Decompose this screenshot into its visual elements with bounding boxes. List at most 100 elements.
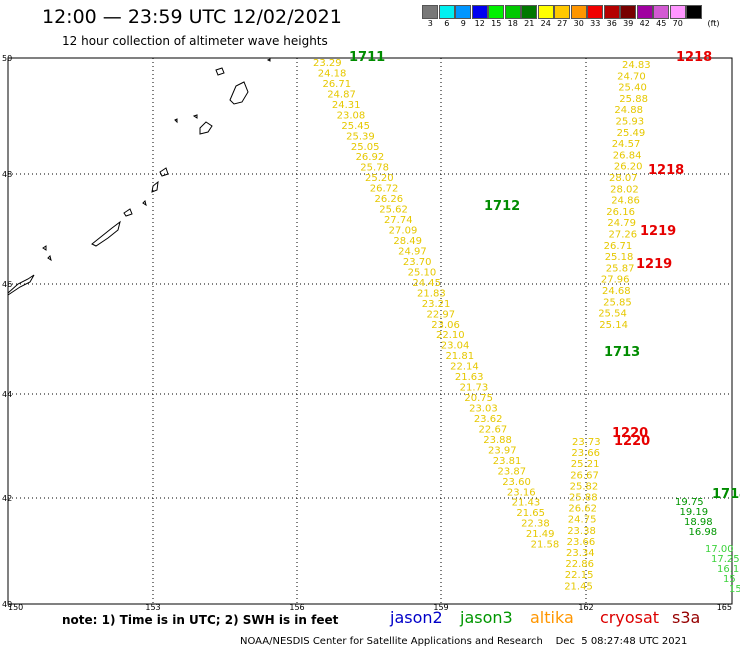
- lat-tick-label: 46: [2, 280, 12, 289]
- legend-label: 3: [427, 19, 433, 28]
- swh-value: 23.88: [483, 435, 512, 446]
- swh-value: 24.86: [611, 196, 640, 207]
- legend-swatch: [488, 5, 504, 19]
- swh-value: 21.45: [564, 581, 593, 592]
- swh-value: 24.83: [622, 60, 651, 71]
- island-shape: [192, 114, 198, 119]
- lat-tick-label: 44: [2, 390, 12, 399]
- pass-label: 1220: [612, 426, 648, 441]
- island-shape: [229, 81, 249, 105]
- legend-swatch: [554, 5, 570, 19]
- swh-value: 23.62: [474, 414, 503, 425]
- swh-value: 25.88: [569, 493, 598, 504]
- legend-swatch: [521, 5, 537, 19]
- swh-value: 23.16: [507, 487, 536, 498]
- swh-value: 22.38: [521, 519, 550, 530]
- color-legend: 3 6 9 12 15 18 21 24 27 30 33 36 39 42 45 70 (ft): [422, 5, 725, 28]
- legend-swatch: [438, 5, 455, 19]
- legend-label: 27: [557, 19, 568, 28]
- swh-value: 26.67: [570, 470, 599, 481]
- island-shape: [199, 121, 213, 135]
- map-frame: [7, 57, 733, 605]
- island-shape: [174, 118, 178, 124]
- swh-value: 23.06: [431, 320, 460, 331]
- swh-value: 23.87: [497, 466, 526, 477]
- swh-value: 25.78: [360, 163, 389, 174]
- sat-altika: altika: [530, 608, 574, 627]
- lon-tick-label: 156: [289, 603, 304, 612]
- swh-value: 25.18: [605, 252, 634, 263]
- pass-label: 1712: [484, 199, 520, 214]
- swh-value: 23.70: [403, 257, 432, 268]
- swh-value: 28.07: [609, 173, 638, 184]
- swh-value: 21.73: [460, 383, 489, 394]
- legend-label: 33: [590, 19, 601, 28]
- swh-value: 21.83: [417, 288, 446, 299]
- swh-value: 26.26: [374, 194, 403, 205]
- legend-swatch: [620, 5, 636, 19]
- coastline: [7, 58, 271, 296]
- lon-tick-label: 165: [717, 603, 732, 612]
- legend-swatch: [686, 5, 702, 19]
- legend-label: 18: [507, 19, 518, 28]
- swh-value: 27.74: [384, 215, 413, 226]
- swh-value: 24.79: [607, 218, 636, 229]
- legend-swatch: [471, 5, 488, 19]
- legend-label: 21: [524, 19, 535, 28]
- map-tick-labels: 150 153 156 159 162 165 50 48 46 44 42 40: [2, 54, 732, 612]
- pass-label: 1220: [614, 434, 650, 449]
- swh-value: 18.98: [684, 517, 713, 528]
- sat-s3a: s3a: [672, 608, 701, 627]
- legend-swatch: [636, 5, 653, 19]
- legend-label: 15: [491, 19, 502, 28]
- sat-cryosat: cryosat: [600, 608, 660, 627]
- island-shape: [151, 180, 159, 193]
- legend-swatch: [455, 5, 471, 19]
- credit-line: NOAA/NESDIS Center for Satellite Applica…: [240, 636, 688, 647]
- lon-tick-label: 159: [433, 603, 448, 612]
- swh-value: 24.31: [332, 100, 361, 111]
- swh-value: 26.20: [614, 162, 643, 173]
- swh-value: 25.45: [341, 121, 370, 132]
- legend-label: 6: [444, 19, 450, 28]
- legend-swatch: [669, 5, 686, 19]
- swh-value: 16.98: [689, 527, 718, 538]
- legend-unit: (ft): [707, 19, 720, 28]
- swh-tracks: 23.2924.1826.7124.8724.3123.0825.4525.39…: [313, 58, 740, 595]
- swh-value: 19.19: [680, 507, 709, 518]
- swh-value: 25.10: [408, 267, 437, 278]
- legend-label: 45: [656, 19, 667, 28]
- map-subtitle: 12 hour collection of altimeter wave hei…: [62, 34, 328, 48]
- swh-value: 24.68: [602, 286, 631, 297]
- pass-label: 1713: [604, 345, 640, 360]
- swh-value: 23.08: [337, 110, 366, 121]
- swh-value: 25.14: [599, 320, 628, 331]
- swh-value: 23.29: [313, 58, 342, 69]
- legend-swatch: [504, 5, 521, 19]
- swh-value: 15: [729, 584, 740, 595]
- swh-value: 24.45: [412, 278, 441, 289]
- swh-value: 17.25: [711, 554, 740, 565]
- lon-tick-label: 150: [8, 603, 23, 612]
- lat-tick-label: 42: [2, 494, 12, 503]
- swh-value: 26.71: [604, 241, 633, 252]
- swh-value: 20.75: [464, 393, 493, 404]
- swh-value: 23.66: [567, 537, 596, 548]
- swh-value: 26.71: [322, 79, 351, 90]
- legend-swatch: [653, 5, 669, 19]
- swh-value: 25.87: [606, 263, 635, 274]
- swh-value: 24.75: [568, 515, 597, 526]
- legend-label: 30: [573, 19, 584, 28]
- swh-value: 23.66: [571, 448, 600, 459]
- swh-value: 25.40: [618, 83, 647, 94]
- swh-value: 22.67: [479, 424, 508, 435]
- swh-value: 19.75: [675, 497, 704, 508]
- swh-value: 23.34: [566, 548, 595, 559]
- swh-value: 25.21: [571, 459, 600, 470]
- swh-value: 24.18: [318, 68, 347, 79]
- swh-value: 27.09: [389, 226, 418, 237]
- legend-swatch: [570, 5, 587, 19]
- island-shape: [123, 208, 133, 217]
- lon-tick-label: 162: [578, 603, 593, 612]
